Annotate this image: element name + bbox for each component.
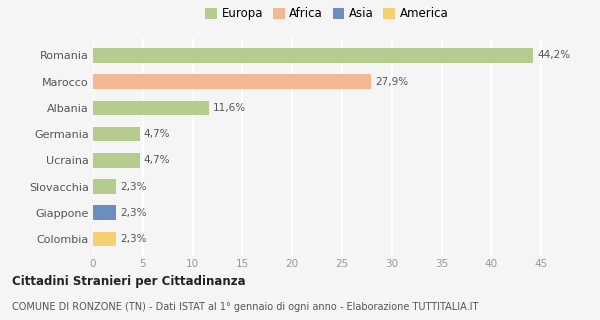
Legend: Europa, Africa, Asia, America: Europa, Africa, Asia, America [203, 5, 451, 23]
Text: 4,7%: 4,7% [144, 129, 170, 139]
Bar [93, 75, 371, 89]
Text: 44,2%: 44,2% [537, 51, 570, 60]
Bar [93, 101, 209, 115]
Text: COMUNE DI RONZONE (TN) - Dati ISTAT al 1° gennaio di ogni anno - Elaborazione TU: COMUNE DI RONZONE (TN) - Dati ISTAT al 1… [12, 302, 478, 312]
Bar [93, 179, 116, 194]
Text: 2,3%: 2,3% [120, 208, 146, 218]
Text: 2,3%: 2,3% [120, 181, 146, 191]
Text: 4,7%: 4,7% [144, 155, 170, 165]
Text: Cittadini Stranieri per Cittadinanza: Cittadini Stranieri per Cittadinanza [12, 275, 245, 288]
Bar [93, 153, 140, 167]
Bar [93, 127, 140, 141]
Text: 11,6%: 11,6% [212, 103, 245, 113]
Text: 27,9%: 27,9% [375, 77, 408, 87]
Bar [93, 48, 533, 63]
Bar [93, 232, 116, 246]
Bar [93, 205, 116, 220]
Text: 2,3%: 2,3% [120, 234, 146, 244]
